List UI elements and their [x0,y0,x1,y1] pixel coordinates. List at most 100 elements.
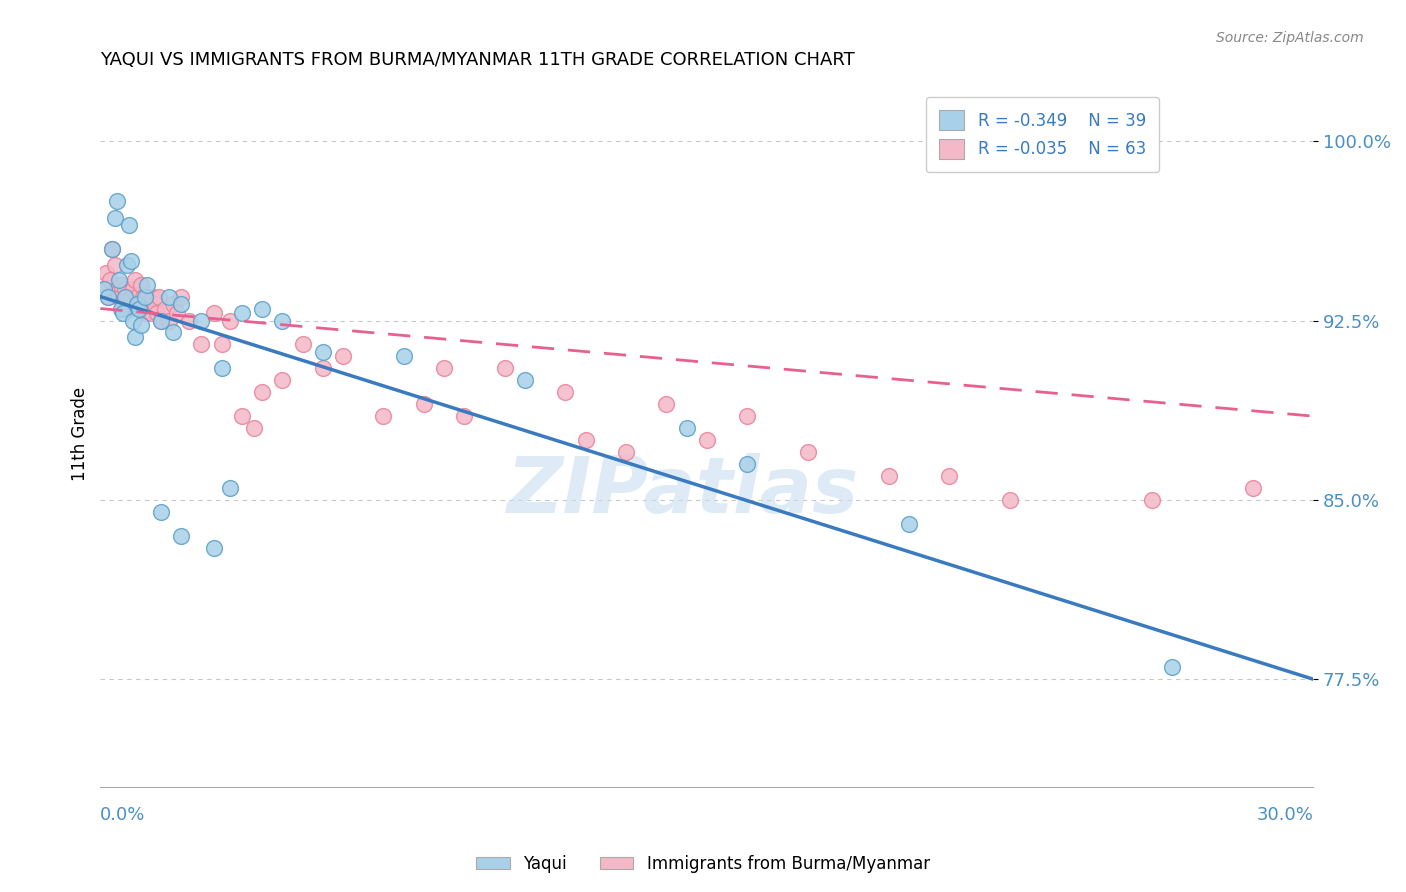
Point [134,289,156,303]
Point [93,282,115,296]
Point [312,344,335,359]
Point [554,385,576,400]
Point [614,445,637,459]
Point [735,457,758,471]
Point [211,337,233,351]
Point [120,253,142,268]
Point [142,289,165,303]
Text: Source: ZipAtlas.com: Source: ZipAtlas.com [1216,31,1364,45]
Point [93,282,115,296]
Point [148,289,170,303]
Point [412,397,434,411]
Point [332,350,354,364]
Point [655,397,678,411]
Point [797,445,820,459]
Point [103,211,125,225]
Point [231,409,253,424]
Point [250,301,273,316]
Text: YAQUI VS IMMIGRANTS FROM BURMA/MYANMAR 11TH GRADE CORRELATION CHART: YAQUI VS IMMIGRANTS FROM BURMA/MYANMAR 1… [100,51,855,69]
Point [124,273,146,287]
Point [100,273,122,287]
Point [291,337,314,351]
Point [513,373,536,387]
Point [121,313,143,327]
Point [675,421,697,435]
Point [97,289,120,303]
Point [115,259,138,273]
Point [271,313,294,327]
Point [118,218,141,232]
Point [938,469,960,483]
Point [190,337,212,351]
Point [157,313,180,327]
Point [433,361,456,376]
Point [146,306,169,320]
Point [998,492,1021,507]
Point [150,313,173,327]
Point [190,313,212,327]
Point [494,361,516,376]
Point [373,409,395,424]
Point [128,301,150,316]
Point [153,301,176,316]
Point [250,385,273,400]
Point [202,306,225,320]
Point [735,409,758,424]
Point [162,297,184,311]
Point [157,289,180,303]
Point [114,289,136,303]
Point [120,289,142,303]
Point [107,289,129,303]
Point [134,306,156,320]
Point [150,313,173,327]
Point [1241,481,1264,495]
Point [103,259,125,273]
Text: ZIPatlas: ZIPatlas [506,452,859,529]
Point [312,361,335,376]
Point [231,306,253,320]
Point [271,373,294,387]
Y-axis label: 11th Grade: 11th Grade [72,387,89,481]
Point [138,301,160,316]
Point [125,289,148,303]
Point [105,282,128,296]
Point [107,273,129,287]
Point [129,277,152,292]
Point [150,505,173,519]
Point [218,313,240,327]
Point [1160,660,1182,674]
Point [574,433,596,447]
Point [392,350,415,364]
Point [128,301,150,316]
Point [202,541,225,555]
Point [121,282,143,296]
Legend: Yaqui, Immigrants from Burma/Myanmar: Yaqui, Immigrants from Burma/Myanmar [470,848,936,880]
Point [1140,492,1163,507]
Point [135,277,157,292]
Point [162,326,184,340]
Point [129,318,152,333]
Point [96,266,118,280]
Point [166,306,188,320]
Point [101,242,124,256]
Point [132,289,155,303]
Point [453,409,475,424]
Text: 0.0%: 0.0% [100,806,146,824]
Point [105,194,128,208]
Point [115,289,138,303]
Point [170,297,193,311]
Point [110,277,132,292]
Point [124,330,146,344]
Point [170,289,193,303]
Point [139,306,162,320]
Point [143,297,166,311]
Point [218,481,240,495]
Text: 30.0%: 30.0% [1257,806,1313,824]
Point [110,301,132,316]
Point [97,289,120,303]
Legend: R = -0.349    N = 39, R = -0.035    N = 63: R = -0.349 N = 39, R = -0.035 N = 63 [927,96,1160,172]
Point [125,297,148,311]
Point [101,242,124,256]
Point [118,301,141,316]
Point [111,297,134,311]
